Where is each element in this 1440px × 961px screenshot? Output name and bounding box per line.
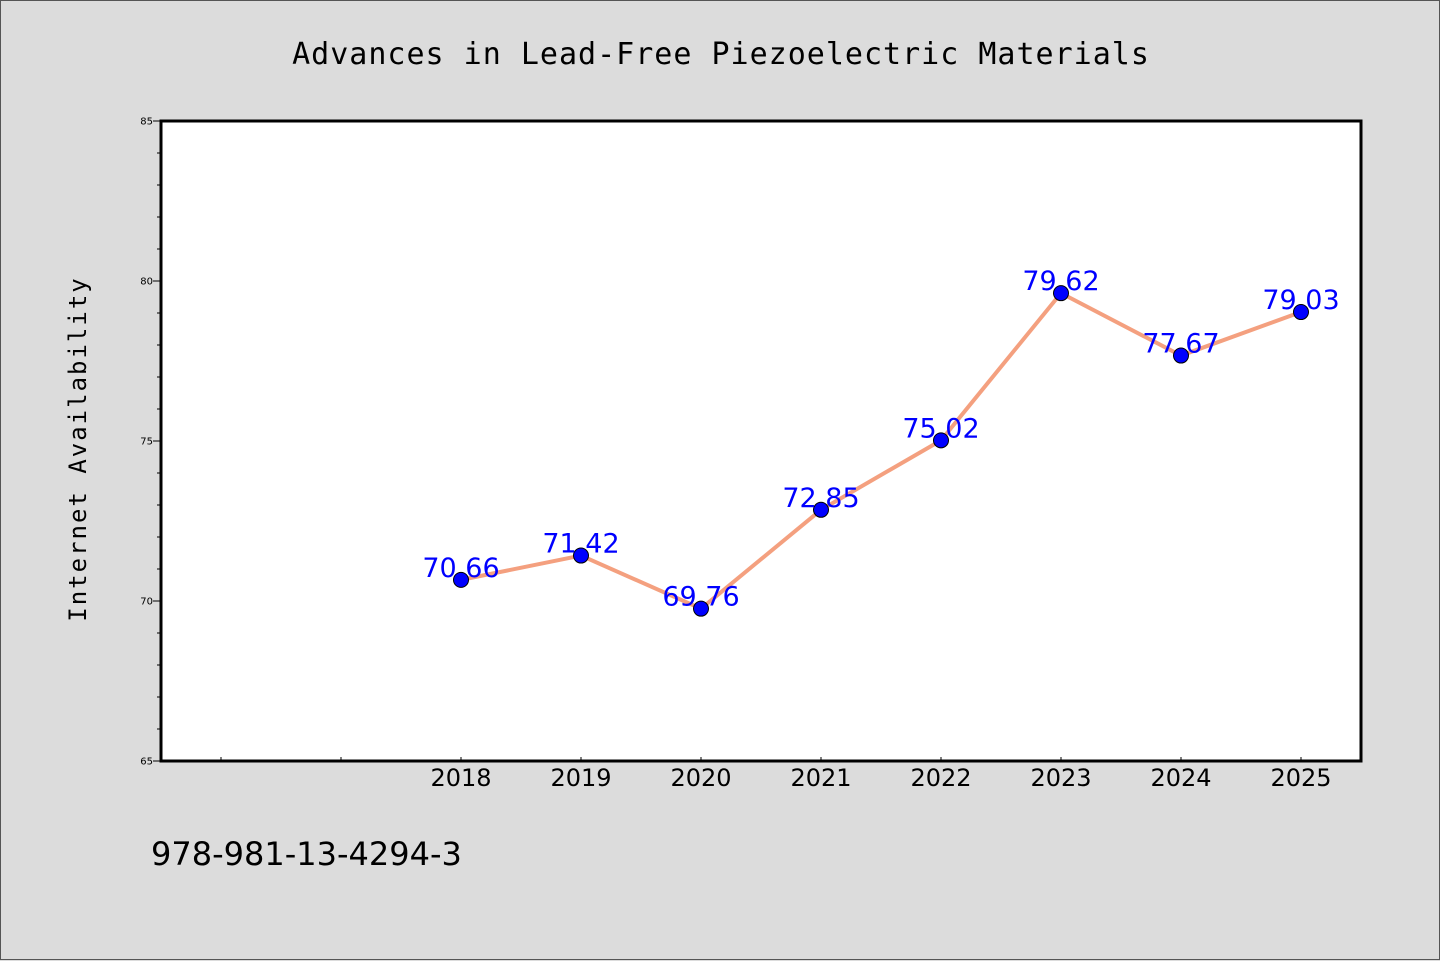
data-label: 69.76 bbox=[662, 582, 739, 613]
series-layer bbox=[453, 285, 1309, 617]
y-tick-label: 85 bbox=[140, 117, 153, 128]
data-point bbox=[933, 432, 949, 449]
x-axis: 2018 2019 2020 2021 2022 2023 2024 2025 bbox=[220, 757, 1332, 792]
y-axis: 65 70 75 80 85 bbox=[140, 117, 161, 768]
data-point bbox=[813, 501, 829, 518]
chart-title: Advances in Lead-Free Piezoelectric Mate… bbox=[292, 37, 1150, 72]
y-tick-label: 70 bbox=[140, 597, 153, 608]
x-tick-label: 2024 bbox=[1150, 764, 1211, 792]
y-tick-label: 80 bbox=[140, 277, 153, 288]
data-label: 70.66 bbox=[422, 553, 499, 584]
data-point bbox=[693, 600, 709, 617]
x-tick-label: 2022 bbox=[910, 764, 971, 792]
data-label: 77.67 bbox=[1142, 329, 1219, 360]
x-tick-label: 2020 bbox=[670, 764, 731, 792]
data-point bbox=[1293, 304, 1309, 321]
plot-area bbox=[159, 119, 1363, 763]
isbn-label: 978-981-13-4294-3 bbox=[151, 835, 462, 873]
x-tick-label: 2023 bbox=[1030, 764, 1091, 792]
data-point bbox=[1173, 347, 1189, 364]
data-label: 75.02 bbox=[902, 413, 979, 444]
data-point bbox=[573, 547, 589, 564]
data-labels: 70.66 71.42 69.76 72.85 75.02 79.62 77.67 79.03 bbox=[422, 266, 1339, 613]
y-tick-label: 65 bbox=[140, 757, 153, 768]
data-label: 79.62 bbox=[1022, 266, 1099, 297]
x-tick-label: 2021 bbox=[790, 764, 851, 792]
x-tick-label: 2025 bbox=[1270, 764, 1331, 792]
data-point bbox=[1053, 285, 1069, 302]
series-line bbox=[459, 291, 1303, 611]
data-point bbox=[453, 571, 469, 588]
x-tick-label: 2018 bbox=[430, 764, 491, 792]
y-tick-label: 75 bbox=[140, 437, 153, 448]
x-tick-label: 2019 bbox=[550, 764, 611, 792]
data-label: 71.42 bbox=[542, 529, 619, 560]
data-label: 79.03 bbox=[1262, 285, 1339, 316]
data-label: 72.85 bbox=[782, 483, 859, 514]
y-axis-label: Internet Availability bbox=[64, 276, 92, 621]
